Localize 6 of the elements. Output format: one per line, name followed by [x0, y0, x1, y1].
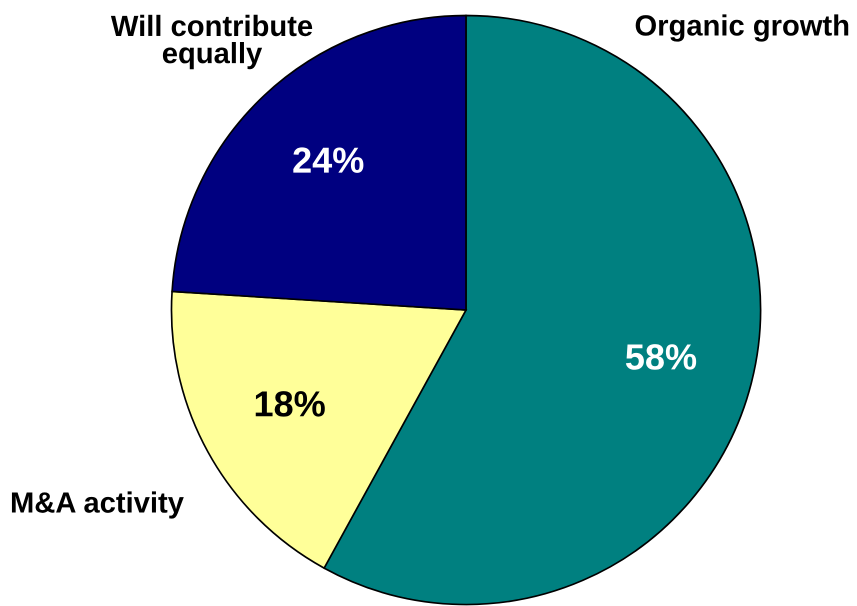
data-label: 18% [256, 391, 325, 417]
slice-label: M&A activity [12, 491, 184, 519]
data-label: 58% [626, 344, 696, 370]
slice-label: Organic growth [636, 14, 848, 42]
slice-label: Will contribute equally [110, 14, 312, 70]
data-label: 24% [293, 147, 364, 173]
